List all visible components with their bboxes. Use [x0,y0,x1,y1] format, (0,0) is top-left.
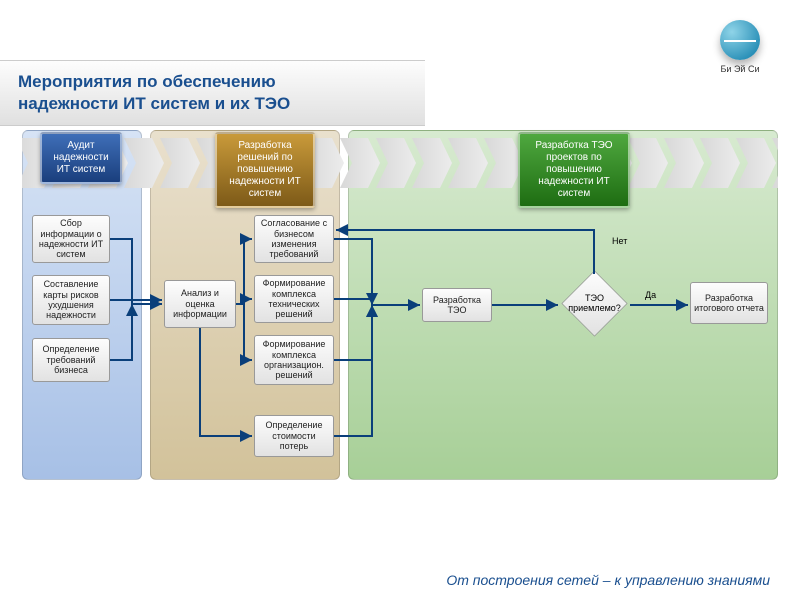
node-final-report: Разработка итогового отчета [690,282,768,324]
logo-text: Би Эй Си [710,64,770,74]
edge-label-yes: Да [645,290,656,300]
chevron-arrow-row [22,138,778,188]
phase-header-develop: Разработка решений по повышению надежнос… [215,132,315,208]
slide-footer: От построения сетей – к управлению знани… [446,572,770,588]
node-cost-loss: Определение стоимости потерь [254,415,334,457]
edge-label-no: Нет [612,236,627,246]
node-agree-business: Согласование с бизнесом изменения требов… [254,215,334,263]
slide-title-bar: Мероприятия по обеспечению надежности ИТ… [0,60,425,126]
node-risk-map: Составление карты рисков ухудшения надеж… [32,275,110,325]
phase-header-audit: Аудит надежности ИТ систем [40,132,122,184]
flowchart: Аудит надежности ИТ систем Разработка ре… [22,130,778,530]
node-collect-info: Сбор информации о надежности ИТ систем [32,215,110,263]
phase-header-teo: Разработка ТЭО проектов по повышению над… [518,132,630,208]
decision-label: ТЭО приемлемо? [562,294,627,314]
logo-globe-icon [720,20,760,60]
company-logo: Би Эй Си [710,20,770,74]
title-line-1: Мероприятия по обеспечению [18,72,276,91]
node-tech-solutions: Формирование комплекса технических решен… [254,275,334,323]
node-org-solutions: Формирование комплекса организацион. реш… [254,335,334,385]
decision-teo-acceptable: ТЭО приемлемо? [562,271,627,336]
node-develop-teo: Разработка ТЭО [422,288,492,322]
node-business-req: Определение требований бизнеса [32,338,110,382]
node-analyze: Анализ и оценка информации [164,280,236,328]
page-title: Мероприятия по обеспечению надежности ИТ… [18,71,407,115]
title-line-2: надежности ИТ систем и их ТЭО [18,94,290,113]
